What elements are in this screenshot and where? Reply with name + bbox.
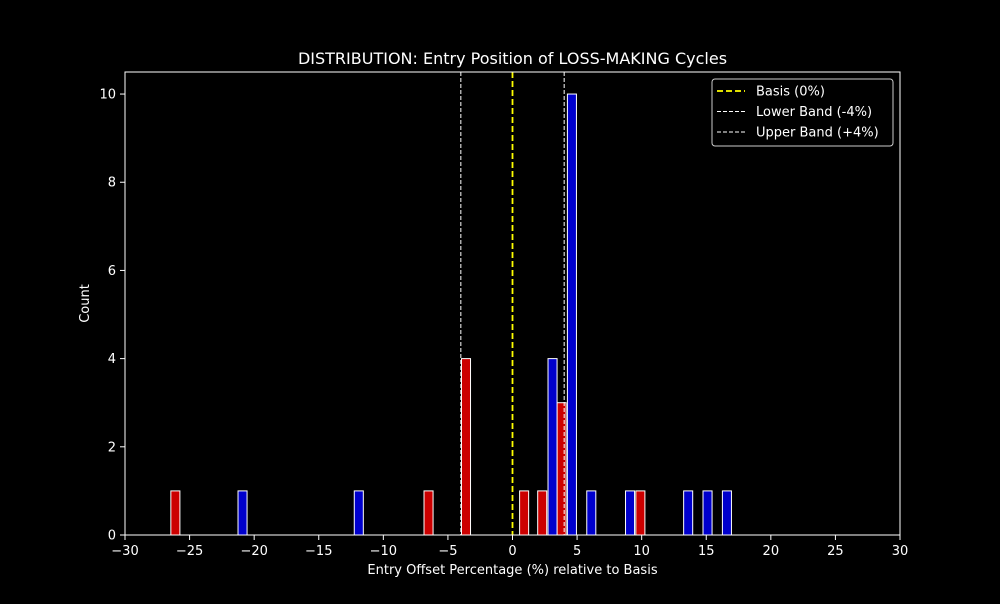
histogram-bar [237,490,248,536]
x-tick-label: 15 [698,544,715,559]
histogram-bar [353,490,364,536]
x-tick-label: 30 [892,544,909,559]
x-tick-label: 25 [827,544,844,559]
x-axis-label: Entry Offset Percentage (%) relative to … [367,563,657,578]
x-tick-label: −25 [176,544,203,559]
y-tick-label: 6 [108,264,116,279]
histogram-bar [566,93,577,536]
histogram-bar [519,490,530,536]
y-axis: 0 2 4 6 8 10 [99,88,125,544]
y-axis-label: Count [78,284,93,323]
x-tick-label: −15 [305,544,332,559]
x-tick-label: −5 [438,544,457,559]
histogram-bar [702,490,713,536]
y-tick-label: 0 [108,529,116,544]
y-tick-label: 4 [108,352,116,367]
y-tick-label: 2 [108,440,116,455]
histogram-bar [586,490,597,536]
x-tick-label: 5 [573,544,581,559]
legend-frame [711,78,894,147]
histogram-bar [423,490,434,536]
x-axis: −30 −25 −20 −15 −10 −5 0 5 10 15 20 25 30 [111,535,908,559]
legend-label: Upper Band (+4%) [756,126,879,141]
x-tick-label: −20 [240,544,267,559]
x-tick-label: −10 [370,544,397,559]
legend-label: Basis (0%) [756,85,825,100]
y-tick-label: 10 [99,88,116,103]
x-tick-label: 0 [508,544,516,559]
histogram-bar [556,402,567,536]
histogram-bar [547,358,558,536]
chart-title: DISTRIBUTION: Entry Position of LOSS-MAK… [298,49,727,68]
x-tick-label: 20 [763,544,780,559]
y-tick-label: 8 [108,176,116,191]
histogram-bar [683,490,694,536]
histogram-bar [635,490,646,536]
histogram-bar [721,490,732,536]
reference-lines-layer [460,72,565,535]
x-tick-label: −30 [111,544,138,559]
legend-label: Lower Band (-4%) [756,105,872,120]
histogram-bar [625,490,636,536]
histogram-bar [537,490,548,536]
legend: Basis (0%) Lower Band (-4%) Upper Band (+4… [711,78,894,147]
x-tick-label: 10 [633,544,650,559]
histogram-bar [170,490,181,536]
histogram-bar [460,358,472,536]
